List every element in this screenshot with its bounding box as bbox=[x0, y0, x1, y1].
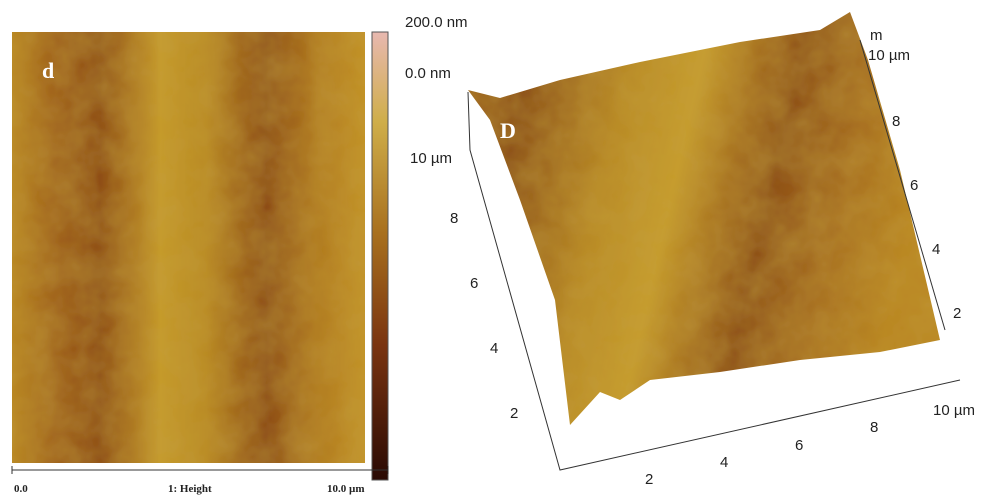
axis-label: 4 bbox=[490, 340, 498, 357]
axis-label: 10 µm bbox=[410, 150, 452, 167]
axes-3d bbox=[467, 91, 961, 471]
z-label: m bbox=[870, 27, 883, 44]
axis-label: 2 bbox=[510, 405, 518, 422]
axis-label: 4 bbox=[720, 454, 728, 471]
axis-label: 6 bbox=[795, 437, 803, 454]
axis-label: 8 bbox=[870, 419, 878, 436]
axis-label: 2 bbox=[645, 471, 653, 488]
right-axis bbox=[859, 39, 946, 331]
colorbar-min: 0.0 nm bbox=[405, 65, 451, 82]
axis-label: 4 bbox=[932, 241, 940, 258]
scale-end: 10.0 µm bbox=[327, 483, 365, 495]
axis-label: 2 bbox=[953, 305, 961, 322]
surface-3d bbox=[468, 12, 940, 425]
axis-label: 8 bbox=[450, 210, 458, 227]
channel-label: 1: Height bbox=[168, 483, 212, 495]
colorbar-max: 200.0 nm bbox=[405, 14, 468, 31]
axis-label: 10 µm bbox=[868, 47, 910, 64]
panel-label: d bbox=[42, 58, 54, 83]
panel-label: D bbox=[500, 118, 516, 143]
height-image bbox=[12, 32, 365, 463]
axis-label: 6 bbox=[910, 177, 918, 194]
axis-label: 10 µm bbox=[933, 402, 975, 419]
scale-start: 0.0 bbox=[14, 483, 28, 495]
axis-label: 6 bbox=[470, 275, 478, 292]
colorbar bbox=[371, 31, 389, 481]
axis-label: 8 bbox=[892, 113, 900, 130]
